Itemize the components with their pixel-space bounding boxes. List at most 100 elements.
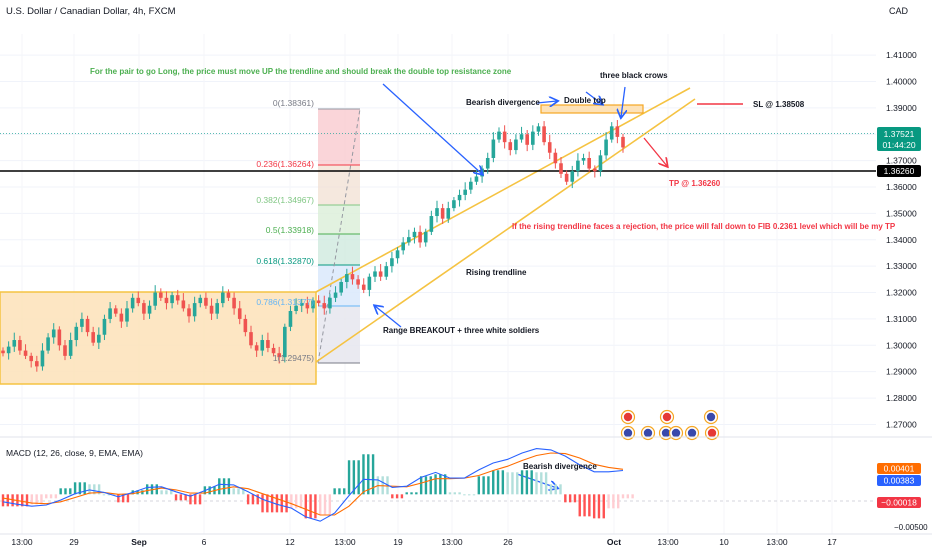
macd-histogram-bar <box>347 460 351 495</box>
macd-histogram-bar <box>578 494 581 517</box>
candle-body <box>446 208 451 219</box>
candle-body <box>491 139 496 158</box>
double-top-label: Double top <box>564 96 606 105</box>
price-tick-label: 1.27000 <box>886 419 917 429</box>
candle-body <box>395 250 400 259</box>
macd-histogram-bar <box>285 494 288 513</box>
macd-histogram-bar <box>554 484 557 495</box>
macd-histogram-bar <box>544 472 548 495</box>
candle-body <box>266 340 270 348</box>
macd-histogram-bar <box>121 494 125 503</box>
candle-body <box>74 326 79 341</box>
macd-histogram-bar <box>319 494 322 515</box>
macd-histogram-bar <box>328 494 332 515</box>
candle-body <box>339 281 343 293</box>
fib-label-0382: 0.382(1.34967) <box>256 195 314 205</box>
macd-line-value: 0.00383 <box>884 476 915 486</box>
event-flag-icon <box>623 428 633 438</box>
arrow-three-black-crows <box>621 86 625 117</box>
fib-zone-0382-05 <box>318 205 360 234</box>
candle-body <box>192 303 197 317</box>
candle-body <box>271 347 276 354</box>
macd-histogram-bar <box>126 494 130 503</box>
candle-body <box>85 318 90 333</box>
macd-histogram-bar <box>525 470 529 495</box>
candle-body <box>463 189 467 195</box>
macd-histogram-bar <box>54 494 58 499</box>
macd-histogram-bar <box>559 484 562 495</box>
macd-histogram-bar <box>419 476 423 495</box>
candle-body <box>581 157 586 161</box>
macd-histogram-bar <box>621 494 625 499</box>
macd-histogram-bar <box>97 484 101 495</box>
candle-body <box>423 231 428 243</box>
candle-body <box>485 157 490 169</box>
macd-histogram-bar <box>612 494 615 509</box>
macd-histogram-bar <box>400 494 404 499</box>
macd-histogram-bar <box>1 494 5 507</box>
macd-histogram-bar <box>179 494 183 501</box>
macd-histogram-bar <box>511 472 514 495</box>
time-tick-label: 13:00 <box>766 537 788 547</box>
macd-histogram-bar <box>64 488 67 495</box>
macd-histogram-bar <box>299 494 303 509</box>
candle-body <box>209 305 214 314</box>
time-tick-label: 29 <box>69 537 79 547</box>
candle-body <box>361 284 366 290</box>
economic-event-icons[interactable] <box>620 409 720 441</box>
candle-body <box>621 136 625 148</box>
candle-body <box>570 171 575 182</box>
symbol-title[interactable]: U.S. Dollar / Canadian Dollar, 4h, FXCM <box>6 6 176 17</box>
macd-histogram-bar <box>583 494 586 517</box>
macd-histogram-bar <box>189 494 192 505</box>
macd-histogram-bar <box>448 492 452 495</box>
macd-title[interactable]: MACD (12, 26, close, 9, EMA, EMA) <box>6 448 143 458</box>
candle-body <box>435 208 439 217</box>
macd-histogram-bar <box>256 494 259 505</box>
time-axis[interactable]: 13:00 29 Sep 6 12 13:00 19 13:00 26 Oct 13:00 10 13:… <box>11 537 837 547</box>
candle-body <box>384 266 389 277</box>
fib-zone-05-0618 <box>318 234 360 265</box>
candle-body <box>102 318 107 335</box>
time-tick-label: 13:00 <box>334 537 356 547</box>
time-tick-label: Oct <box>607 537 621 547</box>
candle-body <box>226 292 231 298</box>
macd-histogram-bar <box>184 494 187 501</box>
macd-histogram-bar <box>270 494 274 513</box>
price-scale[interactable]: 1.410001.400001.390001.380001.370001.360… <box>886 50 917 429</box>
event-flag-icon <box>671 428 681 438</box>
candle-body <box>508 142 513 151</box>
event-flag-icon <box>661 428 671 438</box>
candle-body <box>576 160 580 172</box>
macd-histogram-bar <box>93 484 96 495</box>
candle-body <box>1 350 5 354</box>
time-tick-label: 26 <box>503 537 513 547</box>
macd-histogram-bar <box>626 494 630 499</box>
macd-histogram-bar <box>429 476 432 495</box>
candle-body <box>328 297 332 309</box>
fib-label-0236: 0.236(1.36264) <box>256 159 314 169</box>
macd-histogram-bar <box>25 494 29 507</box>
macd-histogram-bar <box>35 494 38 505</box>
candle-body <box>35 361 39 367</box>
candle-body <box>283 326 287 358</box>
macd-histogram-value: −0.00018 <box>881 498 917 508</box>
macd-histogram-bar <box>237 488 240 495</box>
bearish-divergence-label: Bearish divergence <box>466 98 540 107</box>
macd-histogram-bar <box>69 488 72 495</box>
candle-body <box>587 157 591 169</box>
macd-histogram-bar <box>405 492 408 495</box>
candle-body <box>497 131 501 140</box>
candle-body <box>502 131 507 143</box>
candle-body <box>333 292 338 298</box>
arrow-range-breakout <box>375 306 402 328</box>
macd-histogram-bar <box>333 488 336 495</box>
macd-histogram-bar <box>463 494 466 496</box>
event-flag-icon <box>707 428 717 438</box>
macd-histogram-bar <box>165 490 168 495</box>
candle-body <box>97 334 101 343</box>
macd-histogram-bar <box>477 476 481 495</box>
macd-histogram-bar <box>45 494 48 499</box>
candle-body <box>564 173 569 182</box>
